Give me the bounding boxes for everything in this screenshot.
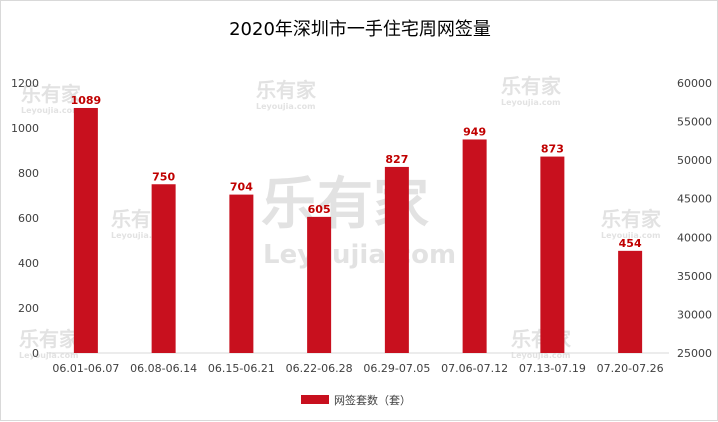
- watermark-domain: Leyoujia.com: [21, 106, 80, 115]
- data-label: 750: [152, 170, 175, 183]
- y-tick-label-right: 55000: [677, 116, 712, 129]
- y-tick-label-left: 600: [18, 212, 39, 225]
- x-axis-labels: 06.01-06.07 06.08-06.14 06.15-06.21 06.22-0…: [52, 362, 663, 375]
- y-tick-label-left: 800: [18, 167, 39, 180]
- legend: 网签套数（套）: [301, 393, 411, 407]
- y-tick-label-right: 60000: [677, 77, 712, 90]
- data-label: 949: [463, 125, 486, 138]
- bar: [307, 216, 332, 353]
- y-tick-label-left: 1000: [11, 122, 39, 135]
- watermark-layer: 乐有家 Leyoujia.com 乐有家 Leyoujia.com 乐有家 Le…: [19, 74, 662, 360]
- watermark-brand: 乐有家: [19, 327, 80, 351]
- bar: [540, 156, 565, 353]
- x-tick-label: 06.22-06.28: [286, 362, 353, 375]
- bar: [384, 166, 409, 353]
- x-tick-label: 07.20-07.26: [597, 362, 664, 375]
- data-label: 827: [385, 153, 408, 166]
- y-tick-label-right: 45000: [677, 193, 712, 206]
- x-tick-label: 06.29-07.05: [363, 362, 430, 375]
- y-axis-right: 25000 30000 35000 40000 45000 50000 55000 60000: [677, 77, 712, 360]
- y-tick-label-right: 50000: [677, 154, 712, 167]
- y-tick-label-right: 35000: [677, 270, 712, 283]
- x-tick-label: 07.13-07.19: [519, 362, 586, 375]
- chart-title: 2020年深圳市一手住宅周网签量: [229, 19, 491, 40]
- x-tick-label: 06.08-06.14: [130, 362, 197, 375]
- watermark-brand: 乐有家: [256, 78, 317, 102]
- data-label: 873: [541, 143, 564, 156]
- y-tick-label-left: 0: [32, 347, 39, 360]
- watermark-domain: Leyoujia.com: [19, 351, 78, 360]
- x-tick-label: 06.15-06.21: [208, 362, 275, 375]
- data-label: 605: [308, 203, 331, 216]
- bar: [462, 139, 487, 353]
- watermark-brand: 乐有家: [601, 207, 662, 231]
- y-tick-label-right: 40000: [677, 231, 712, 244]
- y-tick-label-left: 400: [18, 257, 39, 270]
- legend-swatch: [301, 395, 329, 404]
- bar: [618, 250, 643, 353]
- x-tick-label: 07.06-07.12: [441, 362, 508, 375]
- legend-label: 网签套数（套）: [334, 393, 411, 407]
- bars-group: 1089 750 704 605 827 949 873 454: [71, 94, 643, 353]
- x-tick-label: 06.01-06.07: [52, 362, 119, 375]
- y-tick-label-left: 200: [18, 302, 39, 315]
- watermark-domain: Leyoujia.com: [111, 231, 170, 240]
- y-axis-left: 0 200 400 600 800 1000 1200: [11, 77, 39, 360]
- watermark-brand: 乐有家: [501, 74, 562, 98]
- y-tick-label-left: 1200: [11, 77, 39, 90]
- watermark-domain: Leyoujia.com: [501, 98, 560, 107]
- watermark-domain: Leyoujia.com: [601, 231, 660, 240]
- data-label: 1089: [71, 94, 102, 107]
- watermark-domain: Leyoujia.com: [256, 102, 315, 111]
- bar: [229, 194, 254, 353]
- watermark-brand: 乐有家: [21, 82, 82, 106]
- watermark-domain: Leyoujia.com: [511, 351, 570, 360]
- data-label: 704: [230, 181, 253, 194]
- bar: [73, 107, 98, 353]
- data-label: 454: [619, 237, 642, 250]
- bar: [151, 184, 176, 353]
- watermark-domain: Leyoujia.com: [263, 240, 456, 270]
- y-tick-label-right: 25000: [677, 347, 712, 360]
- y-tick-label-right: 30000: [677, 308, 712, 321]
